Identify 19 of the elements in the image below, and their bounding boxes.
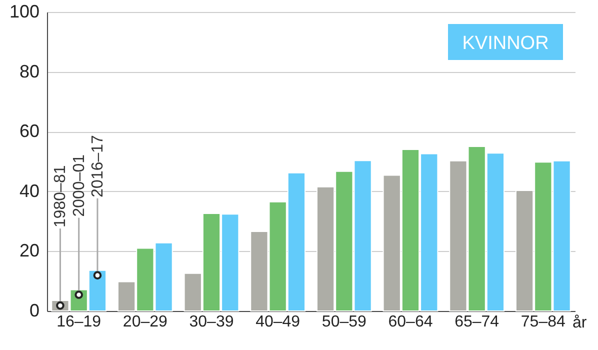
x-tick-label: 30–39 bbox=[189, 314, 234, 330]
x-tick-label: 50–59 bbox=[322, 314, 367, 330]
x-tick-label: 60–64 bbox=[388, 314, 433, 330]
text: 2000–01 bbox=[70, 154, 88, 217]
y-tick-label: 0 bbox=[29, 300, 40, 320]
text: 1980–81 bbox=[52, 165, 70, 228]
y-tick-label: 20 bbox=[19, 240, 40, 261]
x-axis-title: år bbox=[572, 314, 588, 332]
y-tick-label: 40 bbox=[19, 180, 40, 201]
y-tick-label: 60 bbox=[19, 121, 40, 142]
x-tick-label: 75–84 bbox=[520, 314, 566, 330]
text: 2016–17 bbox=[89, 134, 106, 198]
text: KVINNOR bbox=[462, 33, 549, 54]
x-tick-label: 20–29 bbox=[122, 314, 168, 330]
x-tick-label: 40–49 bbox=[256, 314, 300, 330]
x-tick-label: 16–19 bbox=[56, 314, 102, 330]
x-tick-label: 65–74 bbox=[454, 314, 500, 330]
y-tick-label: 80 bbox=[19, 61, 40, 82]
y-tick-label: 100 bbox=[9, 2, 40, 22]
